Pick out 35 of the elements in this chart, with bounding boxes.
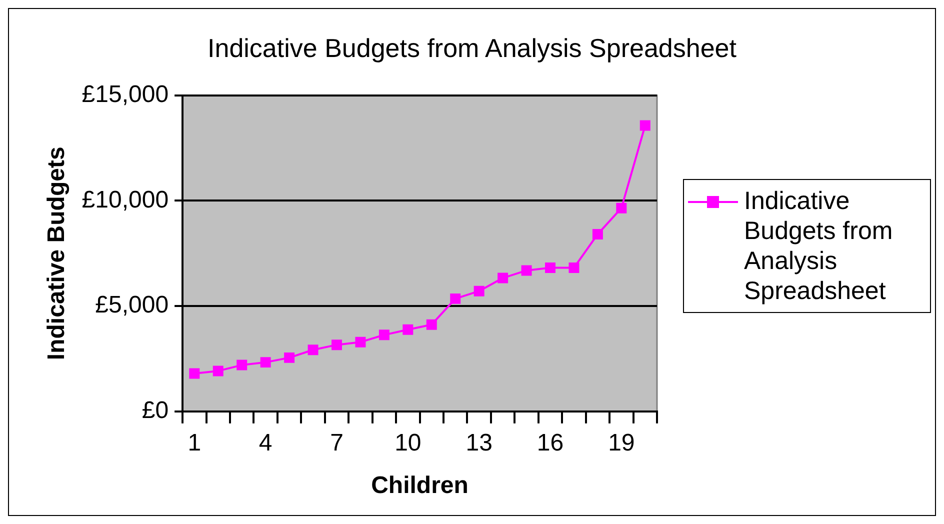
point — [568, 262, 580, 273]
chart-title: Indicative Budgets from Analysis Spreadsheet — [206, 33, 738, 64]
point — [545, 262, 556, 273]
y-tick-label: £0 — [142, 397, 169, 424]
point — [616, 202, 627, 214]
point — [474, 286, 484, 296]
x-axis-title: Children — [371, 472, 468, 500]
point — [521, 265, 532, 276]
x-tick-label: 1 — [188, 429, 202, 456]
point — [189, 368, 200, 379]
x-tick-label: 16 — [536, 429, 564, 456]
point — [236, 360, 248, 370]
x-tick-label: 19 — [608, 429, 635, 456]
y-tick-label: £10,000 — [82, 186, 169, 214]
x-tick-label: 13 — [466, 429, 492, 456]
point — [498, 272, 508, 284]
y-tick-label: £15,000 — [82, 81, 169, 108]
point — [402, 324, 414, 335]
point — [450, 293, 461, 304]
point — [426, 319, 437, 330]
point — [332, 340, 342, 350]
point — [592, 228, 603, 240]
legend-label: Indicative Budgets from Analysis Spreadsheet — [744, 186, 894, 306]
y-tick-label: £5,000 — [95, 292, 169, 319]
point — [355, 336, 366, 348]
point — [212, 366, 224, 376]
point — [260, 357, 271, 368]
x-tick-label: 4 — [258, 429, 272, 456]
x-tick-label: 10 — [394, 429, 422, 456]
point — [378, 330, 390, 340]
point — [640, 120, 650, 131]
point — [284, 352, 295, 363]
y-axis-title: Indicative Budgets — [43, 146, 70, 360]
x-tick-label: 7 — [330, 429, 344, 456]
point — [308, 344, 318, 356]
